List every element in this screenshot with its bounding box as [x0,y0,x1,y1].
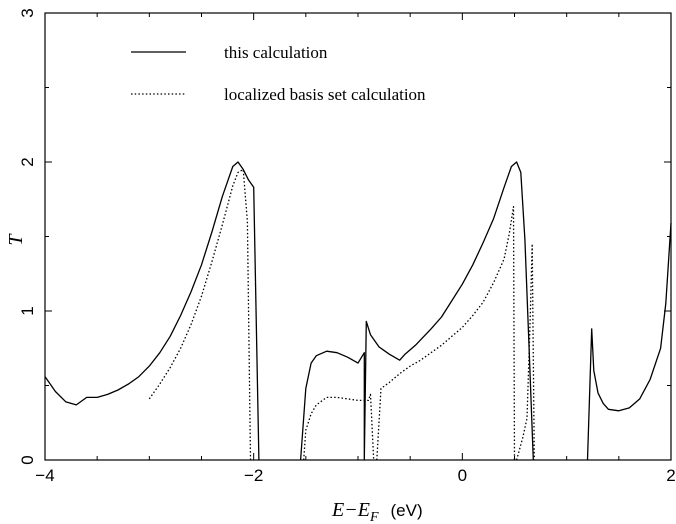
axis-ticks [44,12,672,461]
y-tick-label: 0 [18,455,37,464]
y-tick-label: 3 [18,8,37,17]
x-tick-labels: −4 −2 0 2 [35,466,675,485]
y-tick-label: 1 [18,306,37,315]
series-localized-basis-segment-3 [515,243,535,461]
legend-label-this-calculation: this calculation [224,43,328,62]
series-localized-basis-segment-2 [376,206,516,461]
x-axis-title: E−EF (eV) [331,499,423,524]
x-tick-label: −2 [244,466,263,485]
legend-label-localized-basis: localized basis set calculation [224,85,426,104]
x-tick-label: −4 [35,466,54,485]
series-this-calculation-segment-0 [44,161,260,461]
series-this-calculation-segment-2 [586,223,672,461]
x-axis-title-subscript: F [369,510,379,524]
series-this-calculation-segment-1 [299,161,534,461]
x-axis-title-main: E−E [331,499,370,521]
y-axis-title: T [5,233,27,246]
x-axis-unit: (eV) [391,501,423,520]
series-localized-basis-segment-0 [148,168,252,461]
x-tick-label: 2 [666,466,675,485]
y-tick-labels: 0 1 2 3 [18,8,37,464]
series-localized-basis-segment-1 [303,393,375,461]
legend: this calculation localized basis set cal… [131,43,426,104]
y-tick-label: 2 [18,157,37,166]
series-layer [44,161,672,461]
plot-frame [44,12,672,461]
x-tick-label: 0 [458,466,467,485]
